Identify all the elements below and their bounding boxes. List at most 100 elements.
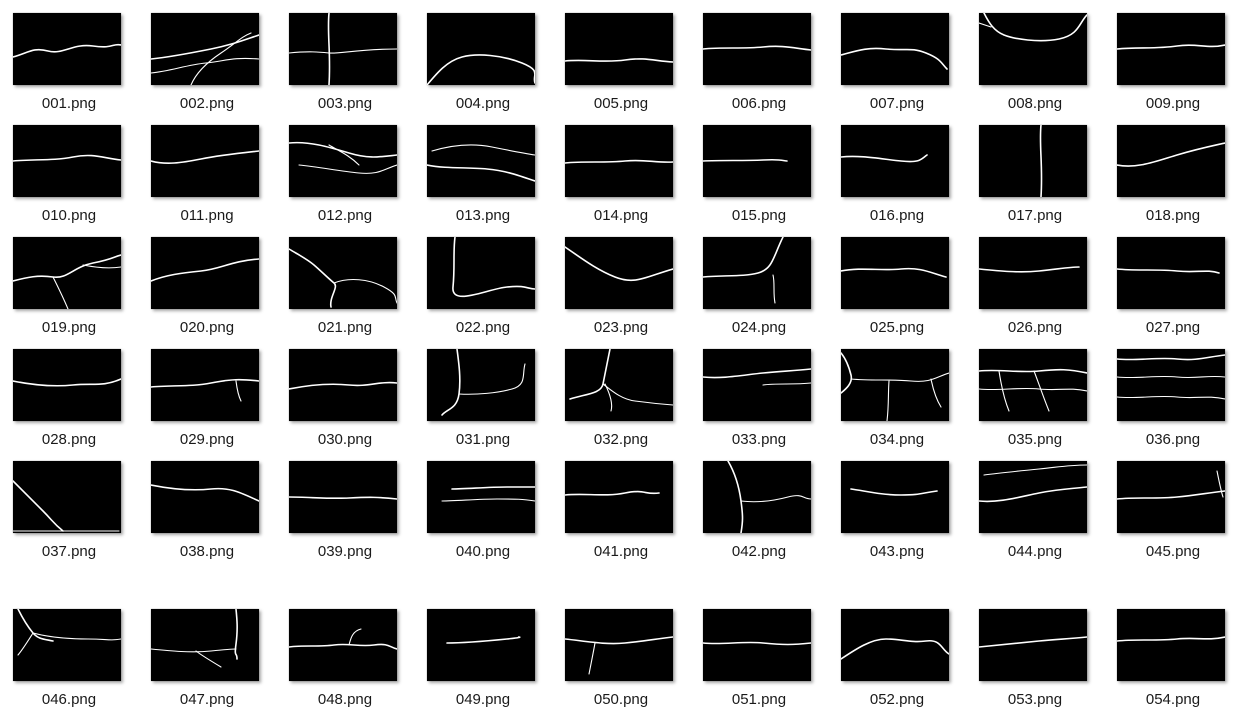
file-item[interactable]: 031.png <box>414 349 552 453</box>
file-item[interactable]: 051.png <box>690 609 828 713</box>
file-item[interactable]: 032.png <box>552 349 690 453</box>
file-thumbnail[interactable] <box>13 13 121 85</box>
file-thumbnail[interactable] <box>151 13 259 85</box>
file-item[interactable]: 029.png <box>138 349 276 453</box>
file-item[interactable]: 003.png <box>276 13 414 117</box>
file-thumbnail[interactable] <box>565 349 673 421</box>
file-item[interactable]: 041.png <box>552 461 690 565</box>
file-item[interactable]: 024.png <box>690 237 828 341</box>
file-thumbnail[interactable] <box>841 609 949 681</box>
file-item[interactable]: 014.png <box>552 125 690 229</box>
file-item[interactable]: 046.png <box>0 609 138 713</box>
file-thumbnail[interactable] <box>427 237 535 309</box>
file-item[interactable]: 028.png <box>0 349 138 453</box>
file-thumbnail[interactable] <box>841 237 949 309</box>
file-item[interactable]: 019.png <box>0 237 138 341</box>
file-item[interactable]: 013.png <box>414 125 552 229</box>
file-item[interactable]: 050.png <box>552 609 690 713</box>
file-item[interactable]: 007.png <box>828 13 966 117</box>
file-thumbnail[interactable] <box>979 349 1087 421</box>
file-item[interactable]: 001.png <box>0 13 138 117</box>
file-item[interactable]: 040.png <box>414 461 552 565</box>
file-item[interactable]: 047.png <box>138 609 276 713</box>
file-thumbnail[interactable] <box>1117 349 1225 421</box>
file-thumbnail[interactable] <box>979 461 1087 533</box>
file-item[interactable]: 026.png <box>966 237 1104 341</box>
file-thumbnail[interactable] <box>13 349 121 421</box>
file-item[interactable]: 009.png <box>1104 13 1242 117</box>
file-item[interactable]: 005.png <box>552 13 690 117</box>
file-thumbnail[interactable] <box>565 13 673 85</box>
file-thumbnail[interactable] <box>841 125 949 197</box>
file-thumbnail[interactable] <box>1117 609 1225 681</box>
file-thumbnail[interactable] <box>1117 125 1225 197</box>
file-thumbnail[interactable] <box>979 609 1087 681</box>
file-item[interactable]: 033.png <box>690 349 828 453</box>
file-thumbnail[interactable] <box>565 237 673 309</box>
file-item[interactable]: 010.png <box>0 125 138 229</box>
file-item[interactable]: 039.png <box>276 461 414 565</box>
file-thumbnail[interactable] <box>1117 13 1225 85</box>
file-thumbnail[interactable] <box>565 609 673 681</box>
file-item[interactable]: 018.png <box>1104 125 1242 229</box>
file-thumbnail[interactable] <box>979 125 1087 197</box>
file-item[interactable]: 011.png <box>138 125 276 229</box>
file-thumbnail[interactable] <box>703 125 811 197</box>
file-thumbnail[interactable] <box>289 13 397 85</box>
file-item[interactable]: 002.png <box>138 13 276 117</box>
file-item[interactable]: 025.png <box>828 237 966 341</box>
file-item[interactable]: 022.png <box>414 237 552 341</box>
file-thumbnail[interactable] <box>289 349 397 421</box>
file-thumbnail[interactable] <box>427 461 535 533</box>
file-item[interactable]: 036.png <box>1104 349 1242 453</box>
file-thumbnail[interactable] <box>565 125 673 197</box>
file-item[interactable]: 027.png <box>1104 237 1242 341</box>
file-thumbnail[interactable] <box>841 13 949 85</box>
file-item[interactable]: 016.png <box>828 125 966 229</box>
file-item[interactable]: 043.png <box>828 461 966 565</box>
file-item[interactable]: 049.png <box>414 609 552 713</box>
file-thumbnail[interactable] <box>151 237 259 309</box>
file-item[interactable]: 044.png <box>966 461 1104 565</box>
file-thumbnail[interactable] <box>289 461 397 533</box>
file-thumbnail[interactable] <box>427 13 535 85</box>
file-thumbnail[interactable] <box>703 237 811 309</box>
file-item[interactable]: 054.png <box>1104 609 1242 713</box>
file-item[interactable]: 008.png <box>966 13 1104 117</box>
file-item[interactable]: 048.png <box>276 609 414 713</box>
file-item[interactable]: 052.png <box>828 609 966 713</box>
file-thumbnail[interactable] <box>13 609 121 681</box>
file-thumbnail[interactable] <box>703 349 811 421</box>
file-item[interactable]: 020.png <box>138 237 276 341</box>
file-thumbnail[interactable] <box>151 609 259 681</box>
file-item[interactable]: 004.png <box>414 13 552 117</box>
file-thumbnail[interactable] <box>13 461 121 533</box>
file-thumbnail[interactable] <box>979 237 1087 309</box>
file-thumbnail[interactable] <box>1117 461 1225 533</box>
file-thumbnail[interactable] <box>289 125 397 197</box>
file-thumbnail[interactable] <box>151 461 259 533</box>
file-thumbnail[interactable] <box>13 237 121 309</box>
file-item[interactable]: 021.png <box>276 237 414 341</box>
file-thumbnail[interactable] <box>841 461 949 533</box>
file-thumbnail[interactable] <box>427 125 535 197</box>
file-thumbnail[interactable] <box>289 609 397 681</box>
file-item[interactable]: 030.png <box>276 349 414 453</box>
file-thumbnail[interactable] <box>565 461 673 533</box>
file-thumbnail[interactable] <box>151 125 259 197</box>
file-item[interactable]: 017.png <box>966 125 1104 229</box>
file-thumbnail[interactable] <box>703 461 811 533</box>
file-thumbnail[interactable] <box>13 125 121 197</box>
file-thumbnail[interactable] <box>151 349 259 421</box>
file-thumbnail[interactable] <box>427 349 535 421</box>
file-item[interactable]: 023.png <box>552 237 690 341</box>
file-item[interactable]: 042.png <box>690 461 828 565</box>
file-thumbnail[interactable] <box>703 13 811 85</box>
file-thumbnail[interactable] <box>427 609 535 681</box>
file-item[interactable]: 053.png <box>966 609 1104 713</box>
file-item[interactable]: 037.png <box>0 461 138 565</box>
file-item[interactable]: 015.png <box>690 125 828 229</box>
file-item[interactable]: 006.png <box>690 13 828 117</box>
file-thumbnail[interactable] <box>979 13 1087 85</box>
file-item[interactable]: 045.png <box>1104 461 1242 565</box>
